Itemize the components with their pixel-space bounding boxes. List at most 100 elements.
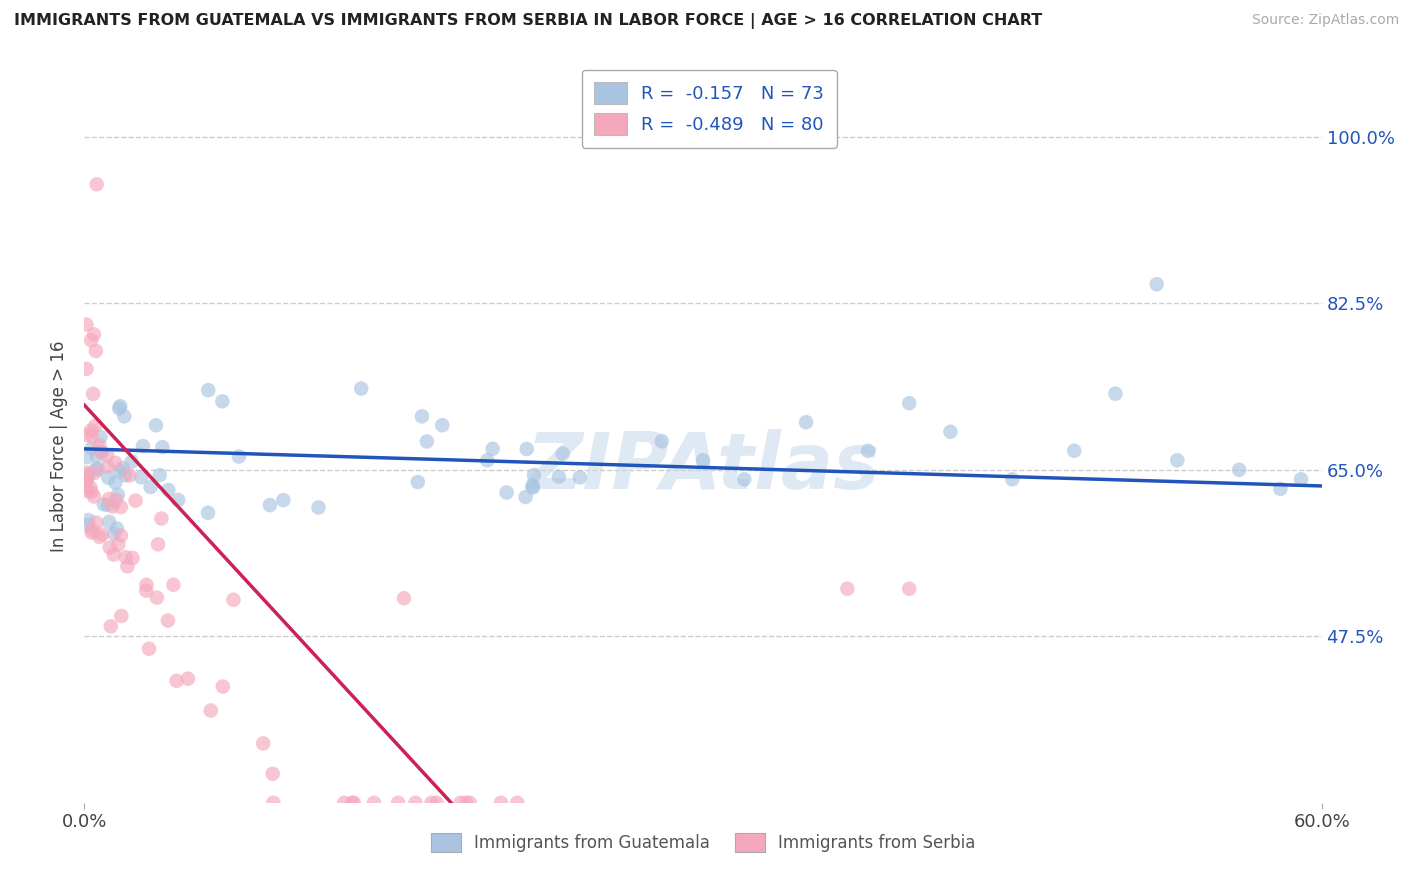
Point xyxy=(90,445,112,459)
Point xyxy=(107,488,129,502)
Point xyxy=(273,493,295,508)
Point xyxy=(103,526,125,541)
Point xyxy=(150,511,173,525)
Point xyxy=(939,425,962,439)
Point xyxy=(856,443,879,458)
Point xyxy=(97,459,120,474)
Point xyxy=(363,796,385,810)
Point xyxy=(97,491,120,506)
Point xyxy=(135,583,157,598)
Point xyxy=(80,525,103,540)
Point xyxy=(90,444,112,458)
Point xyxy=(108,399,131,413)
Point xyxy=(117,559,139,574)
Point xyxy=(80,484,103,499)
Point xyxy=(97,498,120,512)
Point xyxy=(86,449,108,463)
Point xyxy=(75,428,97,442)
Point xyxy=(146,537,169,551)
Point xyxy=(124,493,146,508)
Point xyxy=(481,442,503,456)
Point xyxy=(79,481,101,495)
Point xyxy=(156,614,179,628)
Point xyxy=(228,450,250,464)
Point xyxy=(75,362,97,376)
Point xyxy=(1063,443,1085,458)
Point xyxy=(112,409,135,424)
Point xyxy=(308,500,330,515)
Point xyxy=(350,382,373,396)
Point xyxy=(162,578,184,592)
Point xyxy=(547,469,569,483)
Point xyxy=(139,480,162,494)
Point xyxy=(522,479,544,493)
Point xyxy=(98,515,121,529)
Point xyxy=(495,485,517,500)
Point xyxy=(450,796,472,810)
Point xyxy=(91,527,114,541)
Point xyxy=(406,475,429,489)
Point xyxy=(387,796,409,810)
Y-axis label: In Labor Force | Age > 16: In Labor Force | Age > 16 xyxy=(51,340,69,552)
Point xyxy=(84,466,107,480)
Point xyxy=(83,490,105,504)
Point xyxy=(1001,472,1024,486)
Point xyxy=(89,438,111,452)
Point xyxy=(83,327,105,342)
Point xyxy=(77,513,100,527)
Text: ZIPAtlas: ZIPAtlas xyxy=(526,429,880,506)
Point xyxy=(692,453,714,467)
Text: IMMIGRANTS FROM GUATEMALA VS IMMIGRANTS FROM SERBIA IN LABOR FORCE | AGE > 16 CO: IMMIGRANTS FROM GUATEMALA VS IMMIGRANTS … xyxy=(14,13,1042,29)
Point xyxy=(1146,277,1168,292)
Point xyxy=(197,506,219,520)
Point xyxy=(515,490,537,504)
Point xyxy=(200,703,222,717)
Point xyxy=(157,483,180,497)
Point xyxy=(103,548,125,562)
Point xyxy=(152,440,174,454)
Point xyxy=(651,434,673,449)
Point xyxy=(110,500,132,515)
Point xyxy=(114,550,136,565)
Point xyxy=(84,343,107,358)
Point xyxy=(104,456,127,470)
Point xyxy=(77,518,100,533)
Point xyxy=(75,318,97,332)
Point xyxy=(75,473,97,487)
Point xyxy=(222,592,245,607)
Point xyxy=(100,619,122,633)
Point xyxy=(93,497,115,511)
Point xyxy=(89,530,111,544)
Point xyxy=(108,464,131,478)
Point xyxy=(77,469,100,483)
Point xyxy=(333,796,356,810)
Point xyxy=(211,394,233,409)
Point xyxy=(551,447,574,461)
Point xyxy=(340,796,363,810)
Point xyxy=(837,582,859,596)
Point xyxy=(121,550,143,565)
Point xyxy=(420,796,443,810)
Point xyxy=(110,609,132,624)
Text: Source: ZipAtlas.com: Source: ZipAtlas.com xyxy=(1251,13,1399,28)
Point xyxy=(80,442,103,456)
Point xyxy=(107,537,129,551)
Point xyxy=(108,401,131,416)
Point xyxy=(86,178,108,192)
Point xyxy=(96,448,118,462)
Point xyxy=(80,423,103,437)
Point xyxy=(75,473,97,487)
Point xyxy=(458,796,481,810)
Point xyxy=(1166,453,1188,467)
Point xyxy=(75,483,97,498)
Point xyxy=(516,442,538,456)
Point xyxy=(392,591,415,606)
Point xyxy=(522,481,544,495)
Point xyxy=(166,673,188,688)
Point xyxy=(898,396,921,410)
Point xyxy=(167,493,190,508)
Point xyxy=(101,500,124,514)
Point xyxy=(489,796,512,810)
Point xyxy=(105,522,128,536)
Point xyxy=(1104,386,1126,401)
